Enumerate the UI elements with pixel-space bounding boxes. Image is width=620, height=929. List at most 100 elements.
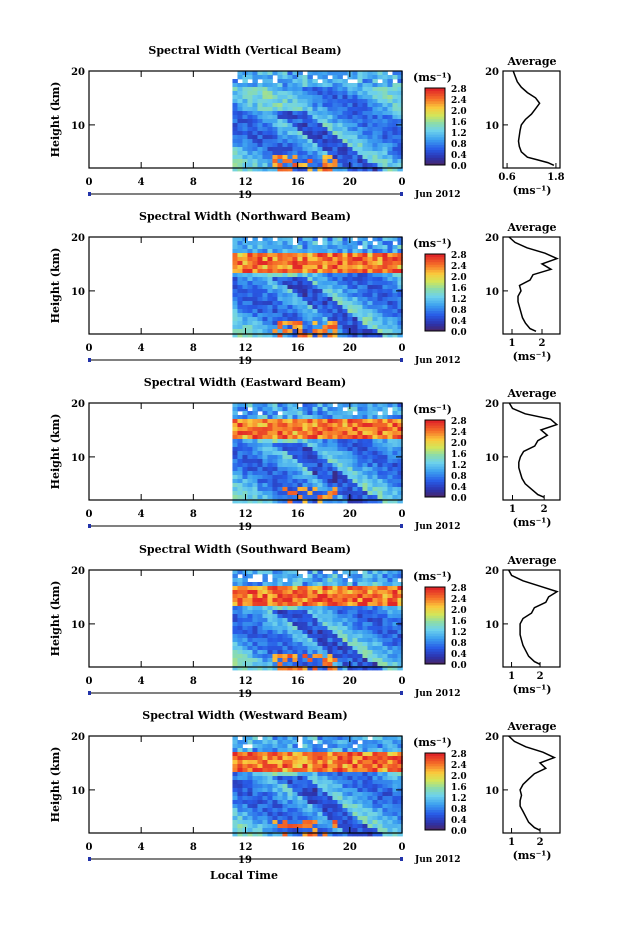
colorbar-swatch (425, 484, 445, 488)
colorbar-swatch (425, 271, 445, 276)
colorbar-swatch (425, 804, 445, 808)
colorbar-swatch (425, 758, 445, 762)
x-tick-label: 12 (239, 842, 253, 853)
x-tick-label: 0 (399, 676, 406, 687)
average-profile-line (512, 70, 555, 166)
x-tick-label: 16 (291, 343, 305, 354)
colorbar-swatch (425, 473, 445, 477)
day-line-cap (88, 524, 91, 528)
colorbar-swatch (425, 646, 445, 650)
colorbar-swatch (425, 307, 445, 311)
avg-y-tick-label: 10 (485, 453, 499, 464)
colorbar-swatch (425, 147, 445, 151)
panel-title: Spectral Width (Eastward Beam) (144, 376, 346, 389)
colorbar-swatch (425, 635, 445, 639)
average-frame (502, 70, 561, 169)
colorbar-frame (424, 87, 446, 166)
avg-x-tick-label: 0.6 (498, 172, 515, 183)
colorbar-frame (424, 253, 446, 332)
colorbar-swatch (425, 116, 445, 120)
x-tick-label: 0 (86, 509, 93, 520)
colorbar-swatch (425, 108, 445, 112)
date-label: Jun 2012 (414, 522, 461, 532)
y-axis-label: Height (km) (49, 82, 62, 158)
y-tick-label: 20 (71, 233, 85, 244)
colorbar-swatch (425, 617, 445, 621)
colorbar-swatch (425, 118, 445, 122)
panel-title: Spectral Width (Vertical Beam) (148, 44, 341, 57)
colorbar-swatch (425, 791, 445, 795)
colorbar-swatch (425, 489, 445, 493)
day-line-cap (400, 691, 403, 695)
colorbar-tick-label: 0.8 (451, 472, 467, 482)
colorbar-tick-label: 2.4 (451, 96, 467, 106)
colorbar-swatch (425, 455, 445, 459)
colorbar-swatch (425, 755, 445, 759)
avg-x-tick-label: 2 (537, 837, 544, 848)
colorbar-swatch (425, 141, 445, 145)
colorbar-tick-label: 1.2 (451, 295, 467, 305)
colorbar-swatch (425, 468, 445, 472)
colorbar-swatch (425, 430, 445, 434)
avg-y-tick-label: 10 (485, 786, 499, 797)
avg-x-label: (ms⁻¹) (513, 184, 552, 197)
day-line-cap (88, 192, 91, 196)
x-tick-label: 20 (343, 676, 357, 687)
colorbar-swatch (425, 313, 445, 317)
avg-x-tick-label: 1.8 (547, 172, 564, 183)
colorbar-tick-label: 0.0 (451, 827, 467, 837)
colorbar-swatch (425, 653, 445, 657)
colorbar-swatch (425, 778, 445, 782)
colorbar-swatch (425, 157, 445, 161)
colorbar-tick-label: 2.8 (451, 85, 467, 95)
colorbar-swatch (425, 597, 445, 601)
day-label: 19 (238, 356, 252, 367)
x-tick-label: 12 (239, 343, 253, 354)
colorbar-swatch (425, 589, 445, 593)
colorbar-swatch (425, 264, 445, 268)
avg-y-tick-label: 20 (485, 732, 499, 743)
colorbar-swatch (425, 437, 445, 442)
x-tick-label: 20 (343, 343, 357, 354)
avg-x-tick-label: 2 (541, 504, 548, 515)
colorbar-swatch (425, 607, 445, 611)
colorbar-tick-label: 1.2 (451, 129, 467, 139)
colorbar-swatch (425, 425, 445, 429)
x-tick-label: 0 (86, 177, 93, 188)
colorbar-swatch (425, 129, 445, 133)
day-line-cap (88, 857, 91, 861)
y-tick-label: 10 (71, 453, 85, 464)
colorbar-swatch (425, 760, 445, 764)
colorbar-swatch (425, 266, 445, 270)
colorbar-swatch (425, 88, 445, 92)
colorbar-swatch (425, 284, 445, 288)
colorbar-swatch (425, 628, 445, 632)
colorbar-swatch (425, 435, 445, 439)
colorbar-unit: (ms⁻¹) (413, 736, 452, 749)
colorbar-swatch (425, 269, 445, 273)
x-tick-label: 8 (190, 177, 197, 188)
x-tick-label: 8 (190, 509, 197, 520)
colorbar-swatch (425, 770, 445, 775)
colorbar-swatch (425, 453, 445, 457)
colorbar-swatch (425, 254, 445, 258)
colorbar-swatch (425, 259, 445, 263)
colorbar-swatch (425, 90, 445, 94)
avg-x-tick-label: 1 (508, 671, 515, 682)
colorbar-swatch (425, 471, 445, 475)
colorbar-swatch (425, 432, 445, 436)
colorbar-tick-label: 2.4 (451, 595, 467, 605)
colorbar-swatch (425, 806, 445, 810)
average-frame (502, 236, 561, 335)
colorbar-swatch (425, 297, 445, 301)
avg-x-tick-label: 1 (508, 837, 515, 848)
average-title: Average (506, 387, 556, 400)
colorbar-swatch (425, 587, 445, 591)
avg-x-label: (ms⁻¹) (513, 849, 552, 862)
colorbar-tick-label: 2.8 (451, 584, 467, 594)
x-tick-label: 0 (86, 842, 93, 853)
colorbar-swatch (425, 289, 445, 293)
colorbar-swatch (425, 801, 445, 805)
colorbar-tick-label: 2.0 (451, 273, 467, 283)
colorbar-swatch (425, 295, 445, 299)
